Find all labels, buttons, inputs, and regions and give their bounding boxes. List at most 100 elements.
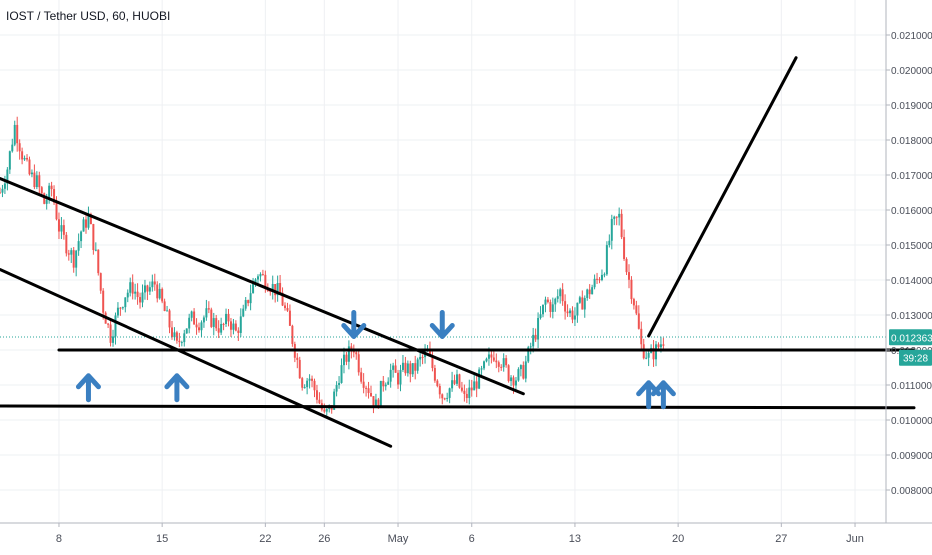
candle-body: [338, 382, 341, 386]
candle-body: [370, 393, 373, 397]
candle-body: [630, 279, 633, 300]
candle-body: [377, 399, 380, 407]
candle-body: [404, 362, 407, 374]
candle-body: [35, 175, 38, 188]
candle-body: [382, 380, 385, 387]
candle-body: [8, 151, 11, 170]
candle-body: [463, 390, 466, 394]
candle-body: [505, 358, 508, 366]
y-tick-label: 0.021000: [891, 31, 932, 42]
down-arrow-2[interactable]: [429, 310, 455, 339]
candle-body: [84, 219, 87, 228]
y-tick-label: 0.013000: [891, 311, 932, 322]
candle-body: [556, 296, 559, 299]
candle-body: [139, 297, 142, 303]
up-arrow-1[interactable]: [75, 373, 101, 403]
candle-body: [131, 282, 134, 294]
candle-body: [551, 304, 554, 312]
candle-body: [571, 310, 574, 320]
candle-body: [146, 285, 149, 292]
arrow-shape: [164, 373, 190, 403]
candle-body: [175, 332, 178, 341]
candle-body: [465, 393, 468, 399]
candle-body: [443, 398, 446, 400]
candle-body: [406, 363, 409, 374]
candle-body: [43, 193, 46, 204]
candle-body: [527, 347, 530, 362]
candle-body: [291, 325, 294, 344]
candle-body: [512, 377, 515, 386]
lower-channel-line[interactable]: [0, 268, 393, 448]
candle-body: [657, 344, 660, 348]
candle-body: [178, 340, 181, 343]
upper-channel-line[interactable]: [0, 177, 525, 396]
x-tick-label: 13: [569, 533, 581, 545]
candle-body: [232, 323, 235, 330]
candle-body: [190, 311, 193, 318]
x-tick-label: May: [388, 533, 409, 545]
candle-body: [249, 293, 252, 304]
candle-body: [591, 287, 594, 295]
candle-body: [485, 358, 488, 362]
candle-body: [475, 381, 478, 389]
candle-body: [261, 274, 264, 276]
candle-body: [23, 157, 26, 160]
candle-body: [593, 278, 596, 288]
candle-body: [414, 363, 417, 371]
candle-body: [82, 219, 85, 232]
candle-body: [564, 301, 567, 312]
candle-body: [6, 169, 9, 184]
candle-body: [384, 384, 387, 387]
candle-body: [212, 318, 215, 327]
candle-body: [313, 380, 316, 391]
countdown-badge: [899, 349, 932, 366]
candle-body: [92, 224, 95, 250]
candle-body: [183, 333, 186, 343]
candle-body: [195, 324, 198, 328]
projection-line[interactable]: [647, 56, 798, 338]
candle-body: [335, 385, 338, 392]
candle-body: [193, 311, 196, 325]
support-line[interactable]: [0, 404, 916, 410]
candle-body: [517, 369, 520, 381]
up-arrow-2[interactable]: [164, 373, 190, 403]
candle-body: [374, 399, 377, 407]
candle-body: [57, 219, 60, 232]
x-tick-label: 22: [259, 533, 271, 545]
candle-body: [239, 316, 242, 333]
candle-body: [153, 281, 156, 285]
x-tick-label: 27: [775, 533, 787, 545]
candle-body: [97, 249, 100, 274]
candle-body: [11, 144, 14, 152]
candle-body: [0, 192, 1, 194]
candle-body: [549, 302, 552, 312]
candle-body: [163, 301, 166, 312]
candle-body: [502, 358, 505, 368]
candle-body: [355, 352, 358, 355]
x-tick-label: 15: [156, 533, 168, 545]
candle-body: [264, 274, 267, 289]
candle-body: [198, 327, 201, 331]
candle-body: [247, 300, 250, 304]
candle-body: [308, 378, 311, 381]
candle-body: [170, 327, 173, 338]
candle-body: [1, 188, 4, 193]
candle-body: [28, 159, 31, 175]
candle-body: [433, 368, 436, 381]
candle-body: [242, 308, 245, 317]
candle-body: [468, 387, 471, 399]
candle-body: [394, 365, 397, 373]
up-arrow-4[interactable]: [650, 380, 676, 410]
candle-body: [352, 351, 355, 353]
candle-body: [532, 334, 535, 347]
candle-body: [365, 387, 368, 389]
candle-body: [662, 344, 665, 346]
candle-body: [148, 287, 151, 292]
down-arrow-1[interactable]: [341, 310, 367, 339]
candle-body: [625, 258, 628, 273]
candle-body: [94, 249, 97, 251]
candle-body: [659, 344, 662, 348]
candle-body: [456, 374, 458, 384]
